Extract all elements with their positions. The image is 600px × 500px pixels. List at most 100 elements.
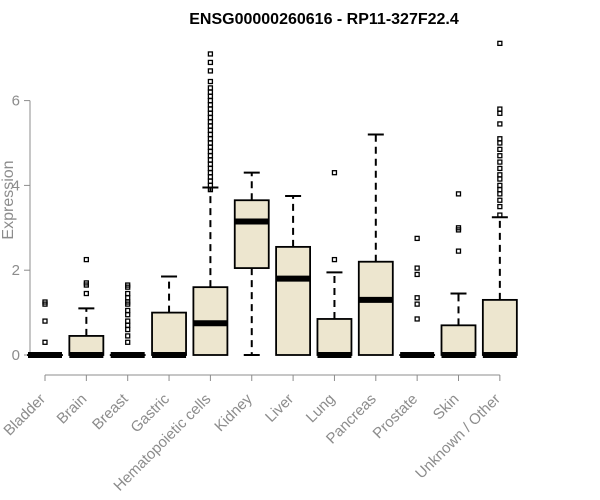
chart-title: ENSG00000260616 - RP11-327F22.4 — [189, 11, 459, 28]
outlier-point — [497, 159, 503, 165]
outlier-point — [207, 123, 214, 129]
outlier-point — [331, 170, 338, 176]
outlier-point — [207, 170, 214, 176]
outlier-point — [207, 59, 214, 66]
outlier-point — [125, 290, 131, 297]
box-group — [316, 170, 353, 358]
box-group — [68, 256, 105, 358]
box-iqr — [275, 245, 312, 356]
outlier-point — [331, 256, 338, 263]
box-iqr — [440, 324, 477, 356]
outlier-point — [414, 265, 420, 271]
outlier-point — [42, 339, 48, 345]
y-tick-label: 0 — [12, 347, 20, 364]
outlier-point — [497, 172, 503, 178]
x-tick-label: Liver — [262, 391, 297, 426]
outlier-point — [497, 176, 503, 182]
outlier-point — [414, 295, 420, 301]
outlier-point — [497, 146, 503, 153]
outlier-point — [497, 203, 503, 210]
outlier-point — [207, 174, 214, 180]
outlier-point — [125, 339, 131, 345]
plot-area — [27, 40, 518, 358]
outlier-point — [207, 110, 214, 116]
outlier-point — [207, 127, 214, 133]
outlier-point — [207, 51, 214, 57]
outlier-point — [125, 326, 131, 333]
outlier-point — [414, 301, 420, 307]
outlier-point — [497, 121, 503, 127]
outlier-point — [207, 157, 214, 163]
outlier-point — [497, 182, 503, 189]
box-group — [440, 191, 477, 358]
outlier-point — [207, 85, 214, 91]
box-iqr — [233, 199, 270, 269]
outlier-point — [125, 295, 131, 301]
outlier-point — [497, 136, 503, 142]
outlier-point — [414, 271, 420, 278]
outlier-point — [207, 68, 214, 74]
outlier-point — [497, 110, 503, 116]
box-group — [151, 275, 187, 358]
outlier-point — [83, 282, 89, 288]
outlier-point — [125, 318, 131, 324]
outlier-point — [207, 182, 214, 189]
outlier-point — [455, 227, 462, 233]
outlier-point — [125, 322, 131, 328]
box-group — [192, 51, 229, 356]
box-iqr — [316, 318, 353, 356]
outlier-point — [207, 89, 214, 95]
outlier-point — [207, 97, 214, 104]
outlier-point — [42, 318, 48, 324]
outlier-point — [207, 114, 214, 121]
box-iqr — [481, 298, 518, 356]
outlier-point — [207, 153, 214, 159]
box-group — [27, 299, 63, 358]
outlier-point — [207, 148, 214, 155]
x-tick-label: Skin — [430, 391, 463, 424]
box-group — [357, 133, 394, 356]
x-tick-label: Lung — [303, 391, 339, 427]
outlier-point — [207, 178, 214, 184]
outlier-point — [497, 106, 503, 112]
outlier-point — [207, 102, 214, 108]
x-tick-label: Brain — [54, 391, 91, 428]
outlier-point — [125, 284, 131, 290]
y-tick-label: 4 — [12, 177, 20, 194]
y-axis: 0 2 4 6 — [12, 93, 31, 364]
outlier-point — [83, 256, 89, 263]
outlier-point — [497, 140, 503, 146]
outlier-point — [207, 186, 214, 193]
outlier-point — [497, 212, 503, 218]
outlier-point — [455, 248, 462, 254]
outlier-point — [42, 301, 48, 307]
box-group — [399, 235, 436, 358]
x-tick-label: Prostate — [370, 391, 422, 443]
outlier-point — [497, 165, 503, 172]
box-iqr — [357, 260, 394, 356]
outlier-point — [455, 191, 462, 197]
outlier-point — [497, 40, 503, 47]
outlier-point — [125, 312, 131, 318]
x-tick-label: Breast — [89, 390, 132, 433]
box-group — [109, 282, 146, 358]
outlier-point — [207, 106, 214, 112]
outlier-point — [207, 119, 214, 125]
outlier-point — [414, 235, 420, 242]
box-group — [481, 40, 518, 358]
y-tick-label: 6 — [12, 93, 20, 110]
outlier-point — [125, 301, 131, 307]
outlier-point — [497, 186, 503, 193]
outlier-point — [497, 191, 503, 197]
outlier-point — [207, 144, 214, 150]
y-tick-label: 2 — [12, 262, 20, 279]
outlier-point — [207, 136, 214, 142]
outlier-point — [125, 333, 131, 339]
outlier-point — [207, 161, 214, 167]
outlier-point — [207, 93, 214, 100]
outlier-point — [125, 307, 131, 314]
outlier-point — [83, 290, 89, 297]
